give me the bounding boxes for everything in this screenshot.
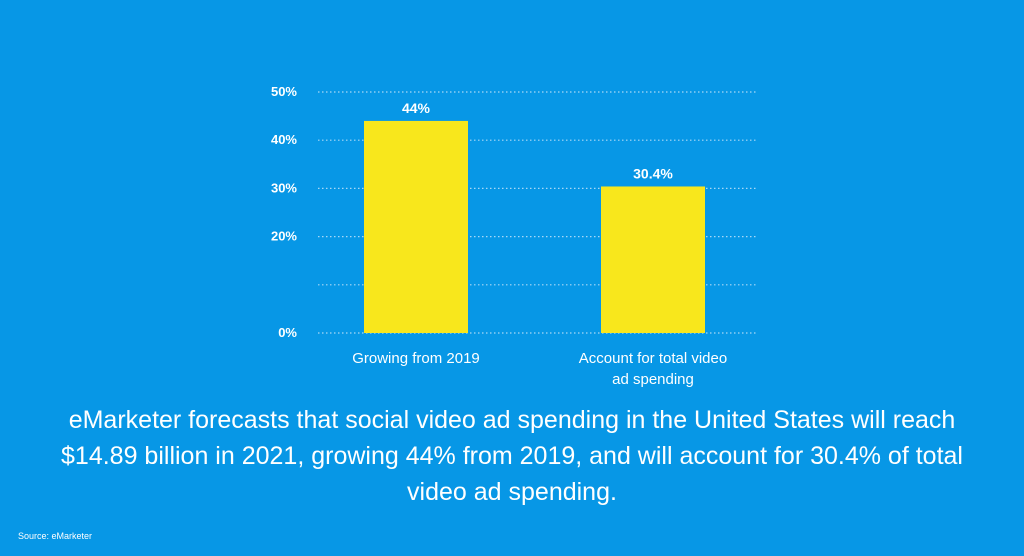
bar-chart: 0% 20% 30% 40% 50% 44% Growing from 2019 30.4% A…: [271, 84, 756, 388]
bar: [601, 186, 705, 333]
bar-value-label: 44%: [402, 100, 431, 116]
y-tick-label: 0%: [278, 325, 297, 340]
y-tick-label: 30%: [271, 180, 297, 195]
y-tick-label: 40%: [271, 132, 297, 147]
category-label: Growing from 2019: [352, 350, 480, 367]
category-label: Account for total video: [579, 350, 727, 367]
bar: [364, 120, 468, 333]
source-note: Source: eMarketer: [18, 531, 93, 541]
category-label: ad spending: [612, 371, 694, 388]
bar-value-label: 30.4%: [633, 165, 673, 181]
chart-caption: eMarketer forecasts that social video ad…: [61, 406, 963, 506]
y-tick-label: 20%: [271, 229, 297, 244]
y-tick-label: 50%: [271, 84, 297, 99]
